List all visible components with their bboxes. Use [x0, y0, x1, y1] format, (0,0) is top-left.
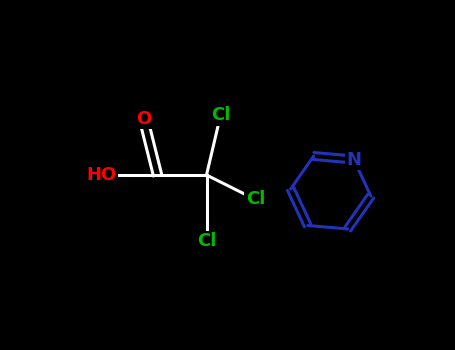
Text: O: O [136, 110, 151, 128]
Text: Cl: Cl [197, 232, 216, 251]
Text: N: N [346, 150, 361, 169]
Text: Cl: Cl [211, 106, 230, 125]
Text: Cl: Cl [246, 190, 265, 209]
Text: HO: HO [86, 166, 116, 184]
